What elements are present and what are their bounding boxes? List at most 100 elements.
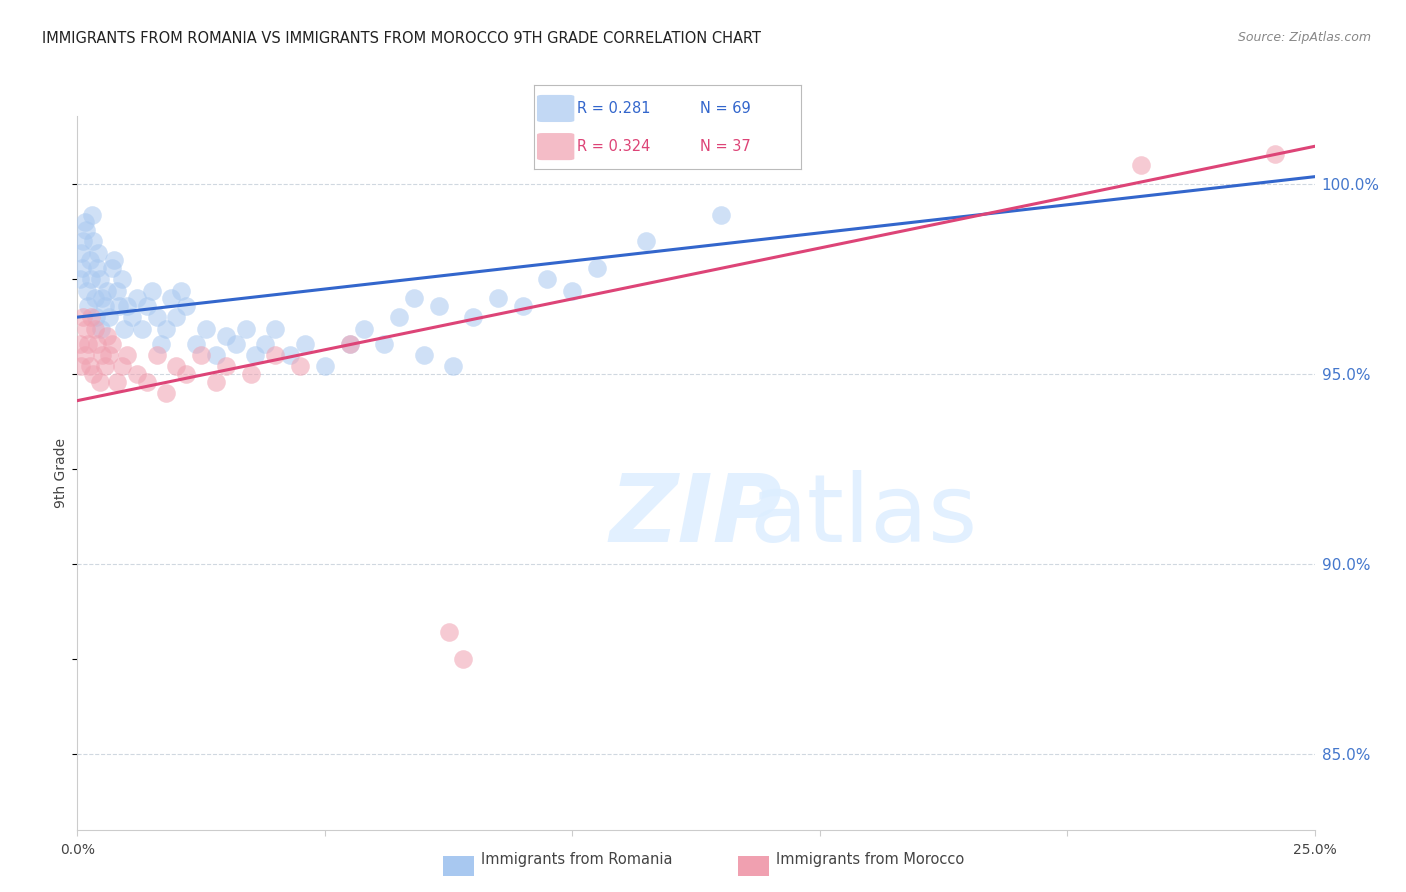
Point	[80, 310, 103, 325]
Text: 25.0%: 25.0%	[1292, 843, 1337, 857]
Point	[96, 329, 118, 343]
Point	[73, 215, 96, 229]
Point	[83, 291, 105, 305]
Point	[205, 348, 228, 362]
Point	[288, 359, 311, 374]
Point	[79, 359, 101, 374]
Point	[165, 310, 187, 325]
Text: Immigrants from Romania: Immigrants from Romania	[481, 853, 672, 867]
Y-axis label: 9th Grade: 9th Grade	[55, 438, 69, 508]
Point	[108, 299, 131, 313]
Point	[636, 234, 658, 248]
Point	[586, 260, 609, 275]
Point	[96, 284, 118, 298]
Point	[339, 336, 361, 351]
Point	[245, 348, 267, 362]
Point	[115, 299, 138, 313]
Point	[72, 310, 94, 325]
Point	[174, 367, 197, 381]
Point	[561, 284, 583, 298]
Text: IMMIGRANTS FROM ROMANIA VS IMMIGRANTS FROM MOROCCO 9TH GRADE CORRELATION CHART: IMMIGRANTS FROM ROMANIA VS IMMIGRANTS FR…	[42, 31, 761, 46]
Point	[93, 359, 115, 374]
Point	[69, 272, 91, 286]
Text: Immigrants from Morocco: Immigrants from Morocco	[776, 853, 965, 867]
Point	[170, 284, 193, 298]
Point	[70, 359, 93, 374]
Point	[72, 260, 94, 275]
Point	[264, 321, 287, 335]
Point	[225, 336, 247, 351]
Point	[427, 299, 450, 313]
Point	[87, 245, 110, 260]
Point	[135, 299, 157, 313]
Text: Source: ZipAtlas.com: Source: ZipAtlas.com	[1237, 31, 1371, 45]
Point	[91, 291, 114, 305]
Point	[112, 321, 135, 335]
Point	[89, 375, 111, 389]
Point	[1130, 158, 1153, 172]
Point	[86, 336, 108, 351]
Point	[121, 310, 143, 325]
Point	[437, 625, 460, 640]
Point	[86, 260, 108, 275]
Point	[115, 348, 138, 362]
Point	[125, 367, 148, 381]
Point	[412, 348, 434, 362]
Point	[101, 336, 124, 351]
Point	[75, 223, 97, 237]
Point	[235, 321, 257, 335]
Point	[141, 284, 163, 298]
Point	[239, 367, 262, 381]
Point	[314, 359, 336, 374]
Point	[84, 310, 107, 325]
Point	[105, 284, 128, 298]
Point	[69, 336, 91, 351]
Text: 0.0%: 0.0%	[60, 843, 94, 857]
Point	[82, 208, 104, 222]
Point	[215, 329, 238, 343]
Point	[1264, 147, 1286, 161]
Point	[111, 272, 134, 286]
Point	[73, 348, 96, 362]
Point	[512, 299, 534, 313]
Point	[155, 386, 177, 401]
Point	[98, 348, 121, 362]
Point	[710, 208, 733, 222]
Point	[80, 272, 103, 286]
Point	[294, 336, 316, 351]
FancyBboxPatch shape	[537, 133, 575, 161]
Point	[135, 375, 157, 389]
Point	[131, 321, 153, 335]
Text: atlas: atlas	[749, 469, 977, 562]
Text: N = 37: N = 37	[700, 139, 751, 154]
Point	[101, 260, 124, 275]
Text: R = 0.281: R = 0.281	[576, 101, 651, 116]
Text: ZIP: ZIP	[610, 469, 782, 562]
Point	[125, 291, 148, 305]
Point	[388, 310, 411, 325]
Point	[278, 348, 301, 362]
Point	[89, 272, 111, 286]
Point	[486, 291, 509, 305]
Point	[111, 359, 134, 374]
Point	[145, 348, 167, 362]
Point	[82, 367, 104, 381]
Point	[91, 348, 114, 362]
Point	[353, 321, 375, 335]
Point	[443, 359, 465, 374]
Point	[264, 348, 287, 362]
Point	[72, 234, 94, 248]
Point	[254, 336, 277, 351]
Point	[103, 253, 125, 268]
Point	[70, 245, 93, 260]
Point	[82, 234, 104, 248]
Point	[75, 321, 97, 335]
Point	[453, 652, 475, 666]
Point	[184, 336, 207, 351]
Point	[155, 321, 177, 335]
Point	[83, 321, 105, 335]
Point	[215, 359, 238, 374]
Point	[98, 310, 121, 325]
Point	[339, 336, 361, 351]
Point	[160, 291, 183, 305]
